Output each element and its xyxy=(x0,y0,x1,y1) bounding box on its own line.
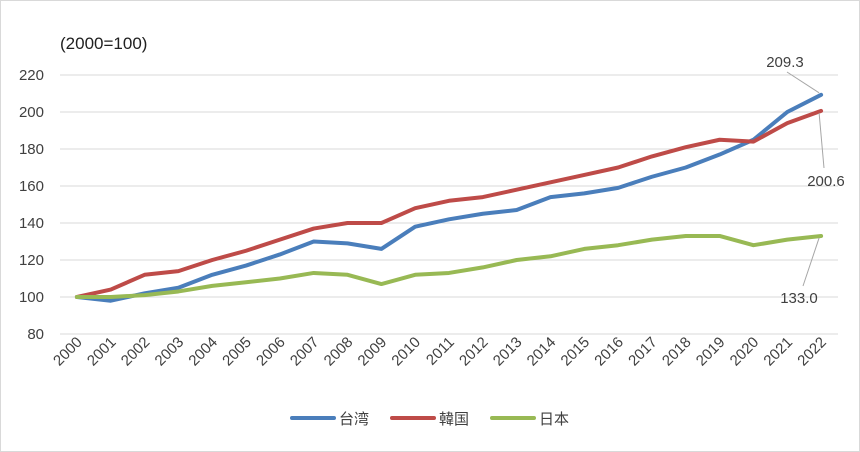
data-label-leader xyxy=(818,112,825,169)
legend-label: 日本 xyxy=(539,410,569,428)
series-lines xyxy=(74,92,824,303)
legend-label: 韓国 xyxy=(439,410,469,428)
data-label-leader xyxy=(802,237,820,287)
legend-label: 台湾 xyxy=(339,410,369,428)
data-label-leader xyxy=(786,71,820,94)
series-line-2 xyxy=(74,233,824,299)
gridlines xyxy=(60,74,838,335)
data-labels: 209.3 200.6 133.0 xyxy=(766,54,845,307)
data-label: 209.3 xyxy=(766,54,804,71)
y-tick-label: 100 xyxy=(19,289,44,306)
legend: 台湾 韓国 日本 xyxy=(290,410,569,428)
y-unit-label: (2000=100) xyxy=(60,34,147,53)
y-axis-ticks: 80 100 120 140 160 180 200 220 xyxy=(19,67,44,343)
y-tick-label: 140 xyxy=(19,215,44,232)
y-tick-label: 80 xyxy=(27,326,44,343)
data-label: 200.6 xyxy=(807,173,845,190)
series-line-0 xyxy=(74,92,824,303)
y-tick-label: 200 xyxy=(19,104,44,121)
series-line-1 xyxy=(74,108,824,299)
y-tick-label: 160 xyxy=(19,178,44,195)
data-label: 133.0 xyxy=(780,290,818,307)
y-tick-label: 180 xyxy=(19,141,44,158)
y-tick-label: 120 xyxy=(19,252,44,269)
y-tick-label: 220 xyxy=(19,67,44,84)
